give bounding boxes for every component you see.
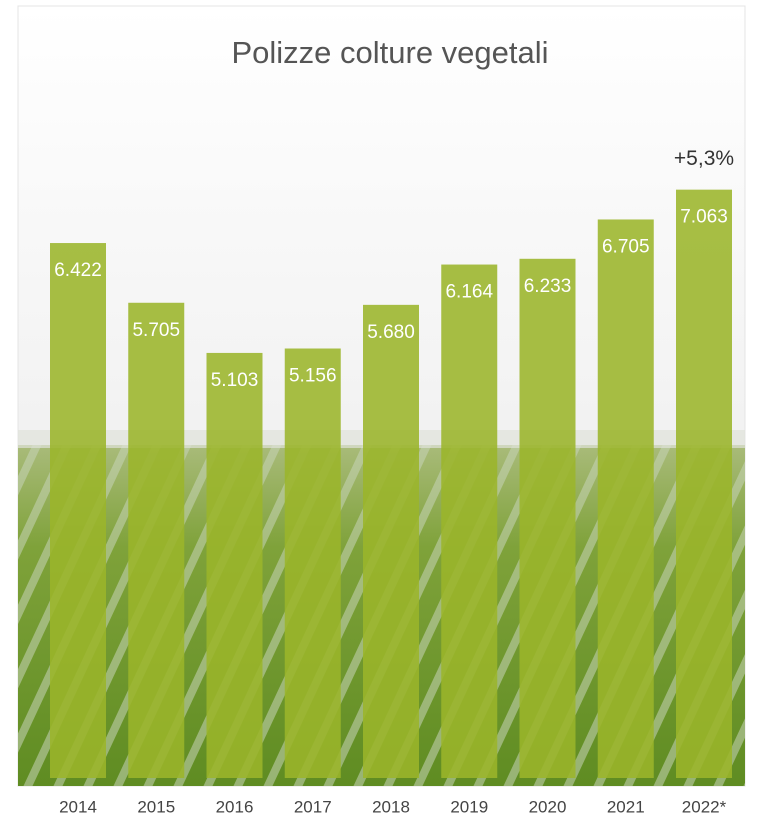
chart-title: Polizze colture vegetali <box>231 35 548 70</box>
x-tick-label: 2019 <box>450 797 488 816</box>
value-label: 5.156 <box>289 366 337 387</box>
value-label: 6.164 <box>445 282 493 303</box>
x-tick-label: 2020 <box>529 797 567 816</box>
annotation: +5,3% <box>674 147 734 170</box>
bar <box>206 352 263 778</box>
bar <box>597 219 654 778</box>
x-tick-label: 2017 <box>294 797 332 816</box>
bar <box>363 304 419 778</box>
bar <box>128 302 185 778</box>
x-tick-label: 2014 <box>59 797 97 816</box>
x-tick-label: 2015 <box>137 797 175 816</box>
value-label: 6.233 <box>524 276 572 297</box>
bar <box>50 243 106 779</box>
bar <box>519 258 576 778</box>
x-tick-label: 2022* <box>682 797 727 816</box>
value-label: 6.422 <box>54 260 102 281</box>
value-label: 5.680 <box>367 322 415 343</box>
value-label: 5.705 <box>132 320 180 341</box>
x-tick-label: 2021 <box>607 797 645 816</box>
bar <box>441 264 498 778</box>
bar <box>676 189 732 778</box>
bar <box>284 348 341 778</box>
value-label: 5.103 <box>211 370 259 391</box>
value-label: 7.063 <box>680 207 728 228</box>
x-tick-label: 2016 <box>216 797 254 816</box>
value-label: 6.705 <box>602 236 650 257</box>
x-tick-label: 2018 <box>372 797 410 816</box>
